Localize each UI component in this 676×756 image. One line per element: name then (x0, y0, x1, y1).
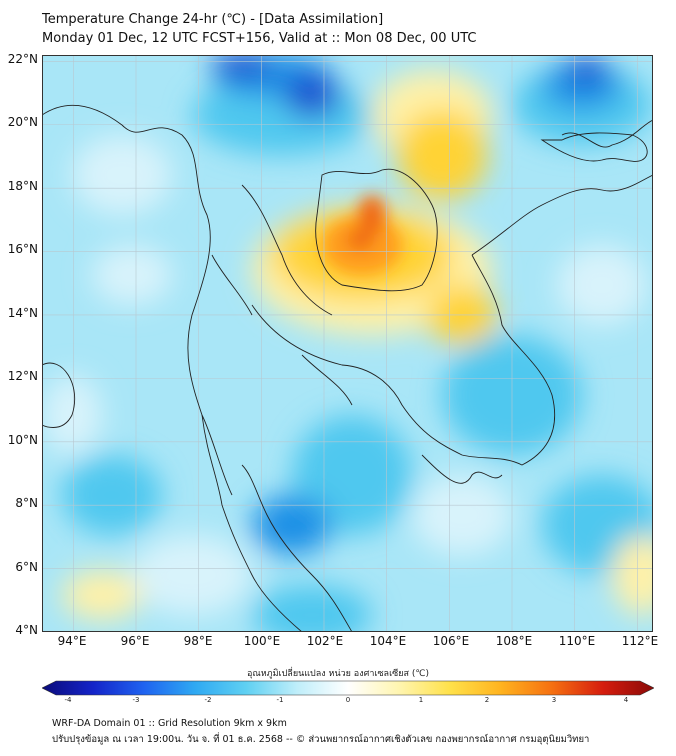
lon-label-98: 98°E (183, 634, 213, 648)
colorbar-tick: -3 (132, 696, 140, 704)
lat-label-22: 22°N (7, 52, 38, 66)
lat-label-8: 8°N (15, 496, 38, 510)
lat-label-4: 4°N (15, 623, 38, 637)
footer-credit: ปรับปรุงข้อมูล ณ เวลา 19:00น. วัน จ. ที่… (52, 734, 590, 745)
graticule (42, 55, 653, 632)
map-panel (42, 55, 653, 632)
lon-label-100: 100°E (243, 634, 281, 648)
footer-domain-info: WRF-DA Domain 01 :: Grid Resolution 9km … (52, 718, 287, 729)
lon-label-110: 110°E (558, 634, 596, 648)
field-blobs (42, 55, 653, 632)
lon-label-96: 96°E (120, 634, 150, 648)
lon-label-106: 106°E (432, 634, 470, 648)
colorbar-tick: 4 (623, 696, 629, 704)
lat-label-10: 10°N (7, 433, 38, 447)
lat-label-12: 12°N (7, 369, 38, 383)
lon-label-94: 94°E (57, 634, 87, 648)
lat-label-14: 14°N (7, 306, 38, 320)
lat-label-16: 16°N (7, 242, 38, 256)
chart-title: Temperature Change 24-hr (℃) - [Data Ass… (42, 12, 384, 27)
colorbar-tick: 2 (484, 696, 490, 704)
chart-subtitle: Monday 01 Dec, 12 UTC FCST+156, Valid at… (42, 31, 477, 46)
lon-label-112: 112°E (621, 634, 659, 648)
lon-label-102: 102°E (306, 634, 344, 648)
lat-label-20: 20°N (7, 115, 38, 129)
colorbar-tick: 3 (551, 696, 557, 704)
colorbar (42, 680, 654, 696)
colorbar-tick: -4 (64, 696, 72, 704)
coastlines-and-borders (42, 105, 653, 632)
lon-label-104: 104°E (369, 634, 407, 648)
field-hotspots (322, 195, 402, 275)
lon-label-108: 108°E (495, 634, 533, 648)
colorbar-tick: -2 (204, 696, 212, 704)
colorbar-tick: -1 (276, 696, 284, 704)
colorbar-tick: 0 (345, 696, 351, 704)
lat-label-18: 18°N (7, 179, 38, 193)
colorbar-tick: 1 (418, 696, 424, 704)
lat-label-6: 6°N (15, 560, 38, 574)
colorbar-label: อุณหภูมิเปลี่ยนแปลง หน่วย องศาเซลเซียส (… (246, 669, 430, 679)
